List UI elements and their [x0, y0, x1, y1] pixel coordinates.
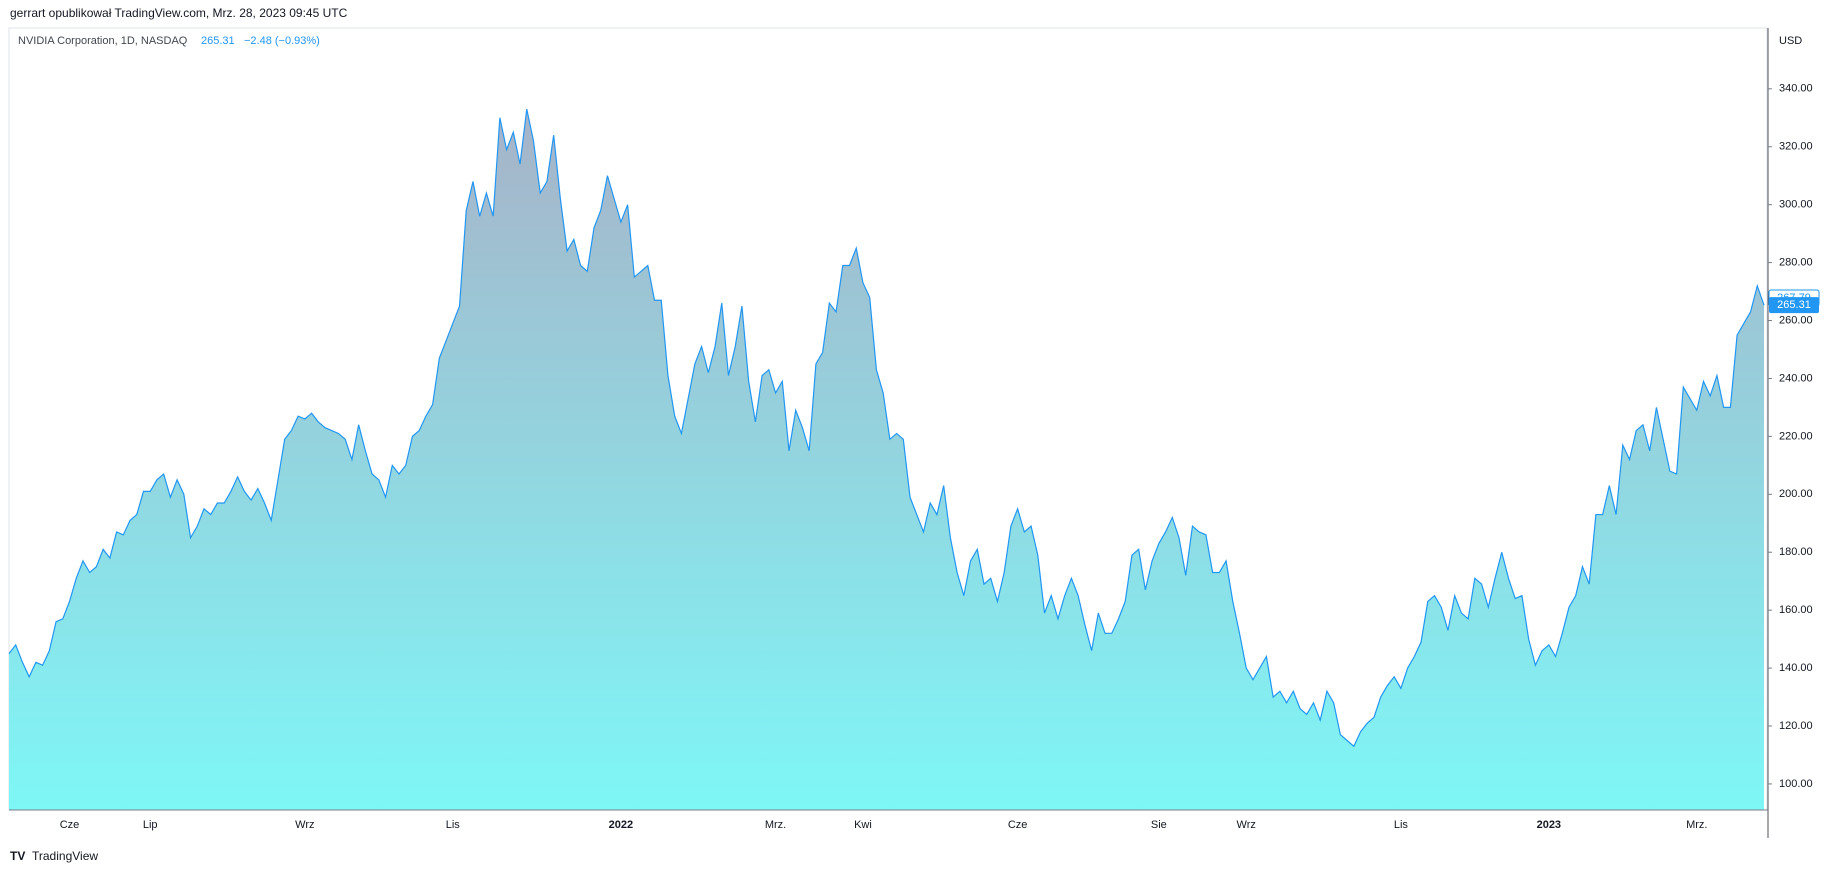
x-tick-label: Mrz. — [1686, 819, 1707, 831]
legend-change: −2.48 (−0.93%) — [244, 35, 320, 47]
y-tick-label: 160.00 — [1779, 604, 1813, 616]
y-tick-label: 120.00 — [1779, 720, 1813, 732]
x-tick-label: Kwi — [854, 819, 872, 831]
y-tick-label: 140.00 — [1779, 662, 1813, 674]
logo-mark: TV — [10, 849, 25, 863]
last-price-label: 265.31 — [1777, 299, 1811, 311]
x-tick-label: Wrz — [295, 819, 314, 831]
y-tick-label: 260.00 — [1779, 314, 1813, 326]
y-tick-label: 200.00 — [1779, 488, 1813, 500]
legend-last: 265.31 — [201, 35, 235, 47]
y-tick-label: 100.00 — [1779, 778, 1813, 790]
last-price-tag — [1769, 297, 1819, 314]
x-tick-label: Lip — [143, 819, 158, 831]
x-tick-label: Cze — [1008, 819, 1028, 831]
price-line — [8, 108, 1765, 748]
x-tick-label: Cze — [60, 819, 80, 831]
x-tick-label: 2023 — [1537, 819, 1561, 831]
x-tick-label: 2022 — [609, 819, 633, 831]
x-tick-label: Mrz. — [765, 819, 786, 831]
y-tick-label: 180.00 — [1779, 546, 1813, 558]
y-tick-label: 240.00 — [1779, 372, 1813, 384]
y-tick-label: 320.00 — [1779, 141, 1813, 153]
currency: USD — [1779, 35, 1802, 47]
plot — [8, 108, 1765, 811]
x-tick-label: Lis — [1394, 819, 1409, 831]
y-tick-label: 220.00 — [1779, 430, 1813, 442]
header: gerrart opublikował TradingView.com, Mrz… — [10, 6, 348, 20]
x-tick-label: Wrz — [1237, 819, 1256, 831]
x-tick-label: Sie — [1151, 819, 1167, 831]
footer: TradingView — [32, 849, 98, 863]
y-tick-label: 280.00 — [1779, 257, 1813, 269]
y-tick-label: 300.00 — [1779, 199, 1813, 211]
x-tick-label: Lis — [446, 819, 461, 831]
y-tick-label: 340.00 — [1779, 83, 1813, 95]
area-fill — [9, 109, 1764, 811]
legend-name: NVIDIA Corporation, 1D, NASDAQ — [18, 35, 188, 47]
